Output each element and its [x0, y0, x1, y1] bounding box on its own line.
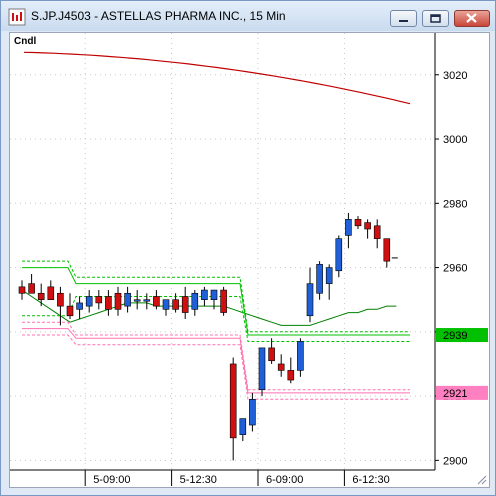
candle-body [66, 305, 74, 317]
price-marker-label: 2921 [443, 388, 467, 400]
candle-body [335, 238, 343, 272]
candle-body [57, 292, 64, 307]
candle-body [258, 347, 266, 390]
plot-area[interactable] [10, 33, 435, 470]
price-bands [22, 260, 410, 400]
candle-body [287, 370, 295, 381]
window-title: S.JP.J4503 - ASTELLAS PHARMA INC., 15 Mi… [31, 9, 286, 23]
time-tick-label: 5-09:00 [93, 474, 130, 486]
candle-body [316, 264, 323, 294]
candle-body [181, 296, 189, 313]
minimize-button[interactable] [390, 10, 417, 27]
candle-body [364, 222, 371, 230]
candle-body [18, 286, 26, 294]
title-bar[interactable]: S.JP.J4503 - ASTELLAS PHARMA INC., 15 Mi… [1, 1, 495, 31]
candle-body [28, 283, 35, 294]
price-tick-label: 3000 [443, 134, 467, 146]
time-tick-label: 6-09:00 [266, 474, 303, 486]
lower-pink-band-line [22, 328, 410, 394]
candle-body [383, 238, 391, 262]
candle-body [37, 292, 45, 300]
grid-lines [10, 33, 435, 470]
maximize-button[interactable] [422, 10, 449, 27]
minimize-icon [399, 20, 408, 22]
long-moving-average-line [23, 51, 411, 105]
candle-body [85, 296, 93, 307]
candle-body [229, 363, 237, 439]
candle-body [172, 299, 179, 310]
close-icon [466, 13, 477, 23]
candle-body [153, 296, 160, 307]
price-tick-label: 2980 [443, 198, 467, 210]
chart-app-icon [8, 8, 26, 26]
candle-body [277, 363, 285, 371]
price-marker-box [436, 328, 488, 343]
candle-body [297, 341, 304, 371]
moving-averages [21, 51, 411, 326]
candle-body [114, 292, 122, 310]
price-markers: 2939 2921 [436, 328, 488, 400]
maximize-icon [430, 14, 441, 23]
candle-body [268, 347, 275, 362]
price-tick-label: 3020 [443, 70, 467, 82]
candle-body [143, 299, 151, 302]
price-axis[interactable] [435, 33, 489, 470]
candle-body [76, 302, 83, 310]
short-moving-average-line [21, 289, 397, 326]
price-tick-label: 2900 [443, 455, 467, 467]
candle-body [191, 292, 199, 310]
candle-body [162, 299, 170, 310]
middle-pink-band-dashed [22, 334, 410, 400]
candle-body [133, 299, 141, 302]
upper-green-band-dashed [22, 260, 410, 333]
candle-body [220, 289, 227, 313]
candle-body [354, 219, 362, 227]
candle-body [249, 399, 256, 426]
time-axis-labels: 5-09:00 5-12:30 6-09:00 6-12:30 [84, 470, 390, 486]
candle-body [47, 286, 55, 300]
time-axis[interactable] [10, 470, 489, 487]
price-tick-label: 2960 [443, 263, 467, 275]
time-tick-label: 5-12:30 [180, 474, 217, 486]
upper-green-band-line [22, 267, 410, 336]
candle-body [210, 289, 218, 300]
candle-body [95, 296, 103, 304]
resize-grip-icon[interactable] [475, 473, 487, 485]
candle-body [105, 296, 112, 310]
candle-body [373, 225, 381, 239]
candle-body [201, 289, 208, 300]
study-label: Cndl [14, 36, 36, 47]
time-tick-label: 6-12:30 [352, 474, 389, 486]
candle-body [124, 292, 131, 307]
candlestick-series [18, 212, 398, 461]
price-marker-box [436, 385, 488, 400]
candle-body [239, 418, 247, 435]
candle-body [306, 283, 314, 317]
price-marker-label: 2939 [443, 330, 467, 342]
candle-body [345, 219, 352, 236]
lower-pink-band-dashed [22, 321, 410, 391]
candle-body [325, 267, 333, 284]
close-button[interactable] [454, 10, 490, 27]
